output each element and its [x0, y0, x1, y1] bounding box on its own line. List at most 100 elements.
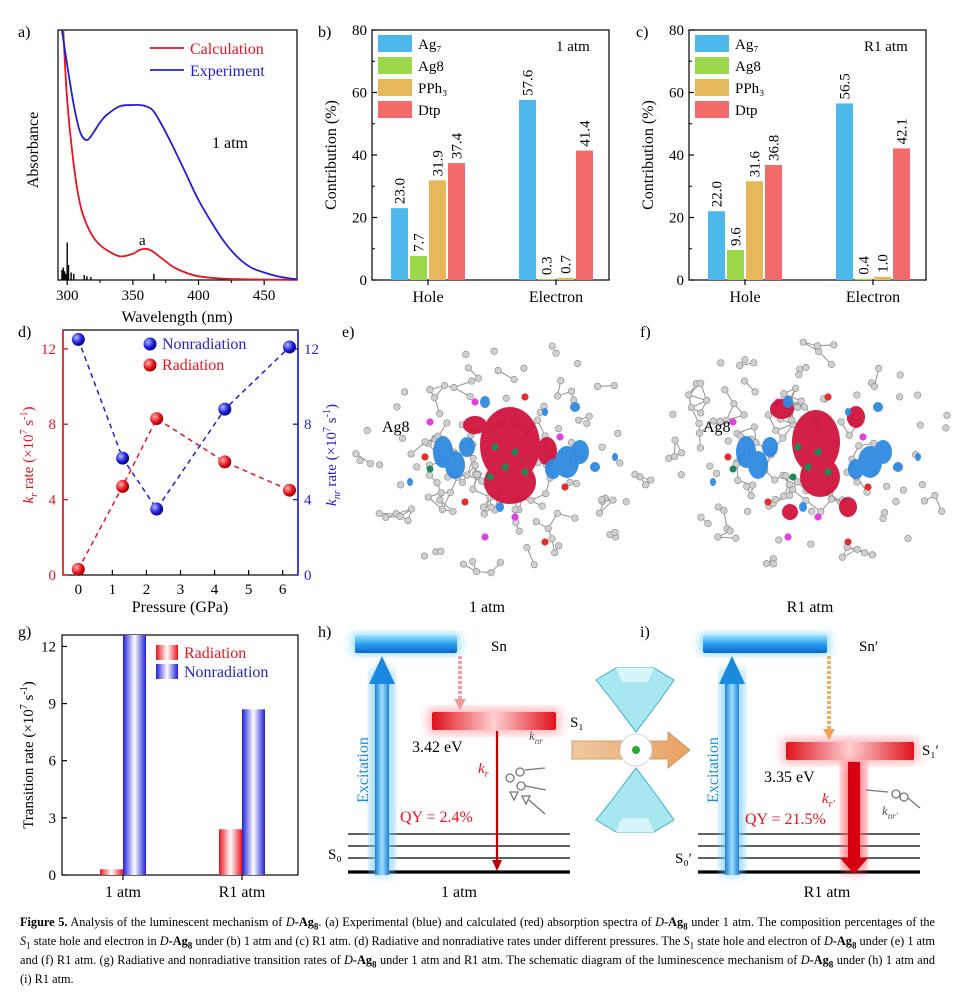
panel-d-xlabel: Pressure (GPa)	[132, 599, 228, 616]
s1-prime-level	[786, 742, 914, 760]
figure-caption: Figure 5. Analysis of the luminescent me…	[20, 915, 936, 986]
bar-value-label: 9.6	[729, 227, 745, 246]
bar-nonradiation-1	[242, 709, 265, 875]
x-tick-label: 5	[245, 582, 253, 598]
point-nonradiation	[218, 402, 232, 416]
panel-c-label: c)	[636, 24, 648, 41]
nonradiative-prime-symbol	[865, 789, 921, 809]
panel-e-atom-label: Ag8	[382, 419, 410, 436]
bar-value-label: 7.7	[412, 233, 428, 252]
legend-label: Dtp	[735, 103, 758, 119]
x-category-label: 1 atm	[105, 884, 142, 901]
s0-label: S₀	[328, 847, 342, 863]
bar-dtp-hole	[448, 163, 465, 280]
x-tick-label: 4	[211, 582, 219, 598]
line-radiation	[77, 417, 290, 570]
excitation-prime-arrowhead	[719, 656, 745, 684]
bar-radiation-1	[219, 829, 242, 875]
panel-i-label: i)	[640, 624, 650, 641]
energy-prime-label: 3.35 eV	[764, 769, 815, 786]
bar-pph₃-hole	[429, 180, 446, 280]
panel-e: e) Ag8 1 atm	[342, 324, 655, 616]
x-category-label: Electron	[846, 289, 900, 306]
electron-isosurface	[407, 396, 618, 512]
molecule-render-f	[665, 338, 951, 568]
s0-prime-label: S₀′	[675, 851, 692, 867]
bar-value-label: 31.9	[431, 150, 447, 176]
experiment-curve	[61, 29, 298, 281]
point-nonradiation	[150, 502, 164, 516]
y-left-tick-label: 8	[49, 417, 57, 433]
s1-level	[432, 712, 556, 730]
x-tick-label: 6	[279, 582, 287, 598]
kr-label: kr	[478, 761, 489, 780]
panel-g-ylabel: Transition rate (×107 s-1)	[19, 681, 37, 829]
point-nonradiation	[282, 340, 296, 354]
x-category-label: R1 atm	[219, 884, 266, 901]
bar-pph₃-electron	[557, 277, 574, 280]
caption-label: Figure 5.	[20, 915, 68, 929]
panel-d-label: d)	[18, 324, 31, 341]
bar-pph₃-electron	[874, 276, 891, 280]
legend-marker	[143, 358, 157, 372]
panel-g-axes: 0 3 6 9 12 1 atm R1 atm	[41, 639, 266, 901]
legend-calculation-label: Calculation	[190, 41, 264, 58]
panel-a-stick-spectrum	[61, 242, 155, 280]
point-radiation	[150, 412, 164, 426]
bar-value-label: 41.4	[578, 120, 594, 147]
panel-f: f) Ag8 R1 atm	[640, 324, 951, 616]
legend-label: Nonradiation	[184, 664, 268, 681]
bar-value-label: 57.6	[521, 69, 537, 96]
bar-value-label: 0.7	[559, 255, 575, 274]
sn-label: Sn	[491, 639, 507, 655]
panel-a-frame	[57, 29, 298, 281]
nonradiative-symbol	[505, 767, 547, 815]
emission-prime-arrowhead	[840, 858, 868, 874]
bar-pph₃-hole	[746, 181, 763, 280]
x-tick-label: 350	[122, 288, 145, 304]
panel-e-label: e)	[342, 324, 354, 341]
panel-a-x-axis: 300 350 400 450	[56, 280, 275, 304]
panel-h-caption: 1 atm	[441, 884, 478, 901]
bar-ag₇-electron	[836, 103, 853, 280]
legend-experiment-label: Experiment	[190, 63, 265, 80]
panel-b-label: b)	[318, 24, 331, 41]
bar-ag8-electron	[855, 278, 872, 280]
x-tick-label: 1	[109, 582, 117, 598]
excitation-prime-arrow[interactable]	[725, 682, 739, 875]
panel-b-axes: 0 20 40 60 80 Hole Electron	[352, 23, 583, 306]
panel-f-label: f)	[640, 324, 651, 341]
bar-radiation-0	[100, 869, 123, 875]
bar-value-label: 42.1	[895, 118, 911, 144]
y-tick-label: 80	[669, 23, 684, 39]
panel-f-caption: R1 atm	[787, 599, 834, 616]
peak-label: a	[139, 233, 146, 249]
y-tick-label: 40	[669, 148, 684, 164]
panel-a-condition: 1 atm	[212, 135, 249, 152]
legend-marker	[143, 337, 157, 351]
excitation-arrow[interactable]	[375, 682, 389, 875]
y-tick-label: 80	[352, 23, 367, 39]
legend-swatch-1	[695, 57, 729, 74]
x-category-label: Hole	[412, 289, 443, 306]
emission-prime-arrow[interactable]	[848, 762, 860, 860]
line-nonradiation	[77, 339, 291, 511]
bar-value-label: 37.4	[450, 132, 466, 159]
bar-nonradiation-0	[123, 635, 146, 875]
bar-dtp-electron	[893, 148, 910, 280]
bar-value-label: 0.4	[857, 256, 873, 275]
bar-value-label: 36.8	[767, 135, 783, 161]
bar-ag8-electron	[538, 279, 555, 280]
s1-prime-label: S₁′	[922, 743, 939, 759]
point-nonradiation	[71, 332, 85, 346]
x-category-label: Electron	[529, 289, 583, 306]
silver-atoms	[426, 443, 529, 481]
panel-h-label: h)	[318, 624, 331, 641]
knr-label: knr	[529, 728, 543, 746]
sn-level	[355, 635, 457, 653]
diamond-anvil-icon	[595, 667, 675, 833]
panel-d-series	[71, 332, 296, 576]
bar-value-label: 1.0	[876, 254, 892, 273]
legend-label: PPh₃	[418, 81, 447, 97]
electron-isosurface	[710, 396, 921, 512]
